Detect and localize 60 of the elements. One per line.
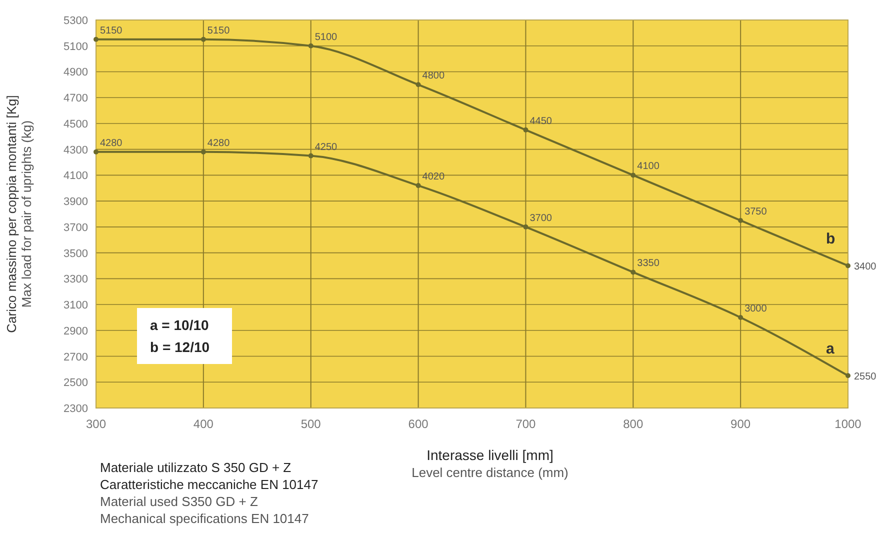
x-tick-label: 800 xyxy=(623,417,644,431)
point xyxy=(200,36,206,42)
y-tick-label: 5100 xyxy=(64,40,88,53)
y-tick-label: 4900 xyxy=(64,66,88,79)
x-axis-title: Interasse livelli [mm] Level centre distance (mm) xyxy=(412,447,568,480)
point xyxy=(738,314,744,320)
x-tick-label: 700 xyxy=(516,417,536,431)
y-tick-label: 3500 xyxy=(64,248,88,260)
y-tick-label: 2300 xyxy=(64,403,88,415)
y-tick-label: 2700 xyxy=(64,351,88,364)
series-label: b xyxy=(826,230,836,248)
y-tick-label: 3300 xyxy=(64,274,88,286)
point xyxy=(846,373,850,378)
y-tick-label: 5300 xyxy=(64,15,88,27)
y-tick-label: 4100 xyxy=(64,170,88,182)
point xyxy=(416,183,421,188)
data-label: 4800 xyxy=(422,70,445,82)
x-tick-label: 900 xyxy=(730,417,751,431)
point xyxy=(630,270,636,275)
data-label: 4100 xyxy=(637,161,660,172)
point xyxy=(308,153,314,158)
data-label: 3000 xyxy=(744,303,768,314)
point xyxy=(308,43,314,48)
data-label: 4280 xyxy=(100,138,123,149)
data-label: 3400 xyxy=(854,262,877,273)
x-tick-label: 500 xyxy=(300,417,322,431)
point xyxy=(738,218,744,223)
x-tick-label: 300 xyxy=(86,417,106,431)
point xyxy=(200,149,206,154)
point xyxy=(416,82,421,88)
point xyxy=(846,263,850,268)
annotation: a = 10/10 b = 12/10 xyxy=(150,317,210,355)
y-tick-label: 4700 xyxy=(64,92,88,105)
point xyxy=(523,224,528,230)
y-axis-title: Carico massimo per coppia montanti [Kg] Max load for pair of uprights (kg) xyxy=(4,95,34,333)
data-label: 4450 xyxy=(530,116,552,127)
data-label: 4280 xyxy=(207,138,230,149)
data-label: 3350 xyxy=(637,258,660,270)
point xyxy=(523,127,528,132)
y-tick-label: 2500 xyxy=(64,377,88,390)
data-label: 2550 xyxy=(854,372,877,383)
y-tick-label: 3100 xyxy=(64,300,88,312)
data-label: 3750 xyxy=(744,206,768,218)
point xyxy=(94,149,98,154)
data-label: 5100 xyxy=(314,32,338,43)
x-tick-label: 1000 xyxy=(834,417,862,431)
point xyxy=(94,36,98,42)
data-label: 5150 xyxy=(100,25,123,36)
y-tick-label: 4500 xyxy=(64,118,88,130)
text: Materiale utilizzato S 350 GD + Z Caratteristiche meccaniche EN 10147 Material used S350 GD + Z Mechanical specifications EN 10147 xyxy=(100,460,318,526)
data-label: 3700 xyxy=(530,212,552,224)
series-label: a xyxy=(826,340,835,358)
x-tick-label: 400 xyxy=(193,417,214,431)
data-label: 5150 xyxy=(207,25,230,36)
y-tick-label: 3700 xyxy=(64,222,88,234)
point xyxy=(630,172,636,178)
y-tick-label: 2900 xyxy=(64,325,88,338)
y-tick-label: 3900 xyxy=(64,196,88,208)
x-tick-label: 600 xyxy=(408,417,429,431)
y-tick-label: 4300 xyxy=(64,144,88,156)
